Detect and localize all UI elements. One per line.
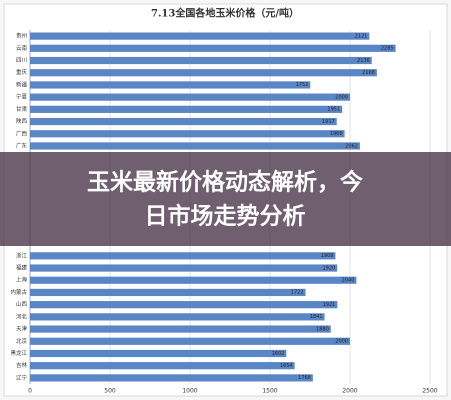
value-label: 2062 (345, 143, 358, 149)
bar (30, 105, 343, 113)
y-tick-label: 广西 (16, 129, 28, 137)
value-label: 1921 (323, 302, 336, 308)
bar (30, 313, 325, 321)
value-label: 2040 (342, 278, 355, 284)
bar (30, 117, 337, 126)
bar (30, 130, 345, 138)
y-tick-label: 广东 (16, 141, 28, 149)
value-label: 1920 (322, 265, 335, 271)
bar (30, 44, 396, 52)
y-tick-label: 福建 (16, 264, 28, 272)
bar (30, 93, 350, 101)
value-label: 2000 (335, 94, 348, 100)
value-label: 1752 (296, 82, 309, 88)
y-tick-label: 吉林 (16, 361, 28, 369)
y-tick-label: 重庆 (16, 68, 28, 76)
value-label: 1909 (321, 253, 334, 259)
bar (30, 81, 311, 89)
value-label: 1602 (272, 351, 285, 357)
y-tick-label: 山西 (16, 300, 28, 308)
bar (30, 301, 338, 309)
value-label: 1917 (322, 119, 335, 125)
chart-title: 7.13全国各地玉米价格（元/吨） (151, 7, 299, 20)
bar (30, 325, 331, 333)
y-tick-label: 浙江 (16, 251, 28, 259)
bar (30, 56, 372, 65)
y-tick-label: 上海 (16, 276, 28, 284)
bar (30, 252, 336, 260)
banner: 玉米最新价格动态解析，今 日市场走势分析 (0, 152, 451, 246)
bar (30, 349, 287, 358)
value-label: 2285 (381, 46, 394, 52)
bar (30, 32, 370, 40)
x-tick-label: 1500 (262, 388, 277, 395)
value-label: 1722 (291, 290, 304, 296)
y-tick-label: 北京 (16, 337, 28, 345)
value-label: 1768 (298, 375, 311, 381)
y-tick-label: 四川 (16, 57, 27, 64)
value-label: 2136 (357, 58, 370, 64)
value-label: 2121 (355, 33, 368, 39)
y-tick-label: 云南 (16, 44, 28, 52)
bar (30, 337, 350, 345)
plot: 0 500 1000 1500 2000 2500 贵州 2121 云南 2285 四川 2136 重庆… (10, 30, 438, 395)
value-label: 1880 (316, 326, 329, 332)
banner-line: 玉米最新价格动态解析，今 (87, 169, 363, 196)
y-tick-label: 辽宁 (16, 373, 28, 381)
bar (30, 276, 357, 284)
y-tick-label: 天津 (16, 326, 28, 333)
x-tick-label: 2000 (342, 388, 357, 395)
bar (30, 142, 360, 150)
bar (30, 288, 306, 297)
y-tick-label: 内蒙古 (10, 288, 27, 296)
y-tick-label: 宁夏 (16, 93, 28, 101)
y-tick-label: 陕西 (16, 117, 28, 125)
y-tick-label: 新疆 (16, 80, 28, 88)
y-tick-label: 贵州 (16, 32, 27, 40)
y-tick-label: 甘肃 (16, 105, 28, 113)
x-tick-label: 2500 (422, 388, 437, 395)
value-label: 1654 (280, 363, 293, 369)
x-tick-label: 500 (104, 388, 116, 395)
bar (30, 362, 295, 370)
bar (30, 374, 313, 382)
x-tick-label: 0 (28, 388, 32, 395)
banner-line: 日市场走势分析 (145, 203, 306, 230)
bar (30, 69, 377, 77)
y-tick-label: 黑龙江 (10, 349, 27, 357)
value-label: 1841 (310, 314, 323, 320)
value-label: 2168 (362, 70, 375, 76)
value-label: 1951 (327, 107, 340, 113)
bar (30, 264, 338, 272)
banner-band (0, 152, 451, 246)
value-label: 1966 (330, 131, 343, 137)
value-label: 2000 (335, 339, 348, 345)
x-tick-label: 1000 (182, 388, 197, 395)
y-tick-label: 河北 (16, 312, 28, 320)
